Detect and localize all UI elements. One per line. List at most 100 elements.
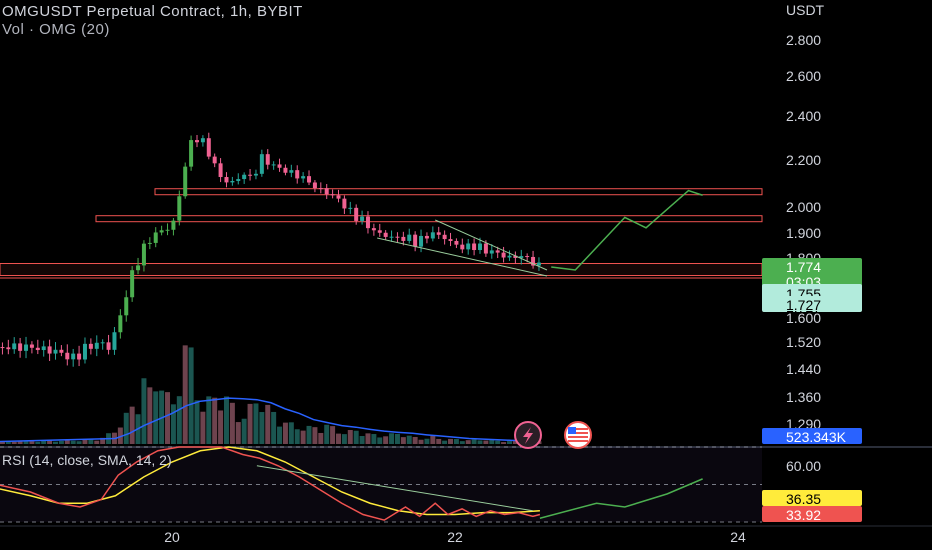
candle-body xyxy=(47,346,52,354)
volume-bar xyxy=(282,422,288,444)
candle-body xyxy=(18,343,23,351)
volume-bar xyxy=(147,387,153,444)
volume-bar xyxy=(377,437,383,444)
volume-bar xyxy=(288,422,294,444)
volume-bar xyxy=(495,440,501,444)
rsi-divergence-line xyxy=(256,465,533,512)
price-tick-label: 2.200 xyxy=(786,152,821,168)
candle-body xyxy=(177,196,182,221)
us-flag-stripe xyxy=(568,432,588,434)
candle-body xyxy=(324,188,329,195)
volume-bar xyxy=(94,440,100,444)
candle-body xyxy=(507,255,512,258)
last-price-tag-text: 1.774 xyxy=(786,259,821,275)
candle-body xyxy=(336,195,341,199)
volume-bar xyxy=(389,433,395,444)
price-tag-1727: 1.727 xyxy=(762,296,862,313)
candle-body xyxy=(171,220,176,230)
volume-bar xyxy=(253,403,259,444)
rsi-sma-tag: 36.35 xyxy=(762,490,862,507)
candle-body xyxy=(354,207,359,221)
candle-body xyxy=(71,353,76,360)
candle-body xyxy=(136,265,141,271)
candle-body xyxy=(348,207,353,209)
candle-body xyxy=(501,252,506,258)
volume-layer xyxy=(0,345,542,444)
candle-body xyxy=(59,349,64,353)
candle-body xyxy=(29,344,34,348)
candle-body xyxy=(88,343,93,349)
volume-bar xyxy=(47,440,53,444)
volume-bar xyxy=(277,426,283,444)
volume-bar xyxy=(35,441,41,444)
us-flag-stripe xyxy=(568,440,588,442)
volume-bar xyxy=(489,439,495,444)
us-flag-icon-circle xyxy=(564,421,592,449)
volume-ma-line xyxy=(0,397,540,443)
rsi-legend: RSI (14, close, SMA, 14, 2) xyxy=(2,452,172,468)
volume-bar xyxy=(353,430,359,444)
candle-body xyxy=(419,235,424,247)
time-tick-label: 20 xyxy=(164,529,180,545)
volume-bar xyxy=(418,439,424,444)
price-tick-label: 1.600 xyxy=(786,310,821,326)
volume-bar xyxy=(182,345,188,444)
volume-bar xyxy=(0,441,5,444)
volume-bar xyxy=(17,441,23,444)
candle-body xyxy=(82,343,87,360)
volume-tag-bg xyxy=(762,428,862,444)
candle-body xyxy=(472,243,477,251)
volume-bar xyxy=(430,435,436,444)
candle-body xyxy=(536,262,541,266)
price-tick-label: 2.400 xyxy=(786,108,821,124)
candle-body xyxy=(236,179,241,181)
candle-body xyxy=(77,353,82,360)
volume-bar xyxy=(501,442,507,444)
candle-body xyxy=(283,167,288,173)
volume-bar xyxy=(241,418,247,444)
volume-bar xyxy=(88,439,94,444)
time-tick-label: 22 xyxy=(447,529,463,545)
candle-body xyxy=(383,232,388,237)
volume-bar xyxy=(506,441,512,444)
icons-layer xyxy=(514,421,592,449)
us-flag-stripe xyxy=(568,436,588,438)
candle-body xyxy=(442,234,447,240)
candle-body xyxy=(100,342,105,344)
volume-tag-text: 523.343K xyxy=(786,429,847,445)
wedge-upper-line xyxy=(434,219,548,271)
volume-bar xyxy=(76,441,82,444)
candle-body xyxy=(389,236,394,238)
volume-bar xyxy=(453,439,459,444)
volume-bar xyxy=(459,441,465,444)
candle-body xyxy=(519,256,524,258)
candle-body xyxy=(454,240,459,245)
candle-body xyxy=(141,243,146,266)
candle-body xyxy=(230,180,235,183)
candle-body xyxy=(371,228,376,231)
volume-tag: 523.343K xyxy=(762,428,862,445)
chart-title: OMGUSDT Perpetual Contract, 1h, BYBIT xyxy=(2,3,303,20)
price-tick-label: 1.520 xyxy=(786,334,821,350)
candle-body xyxy=(360,216,365,221)
candle-body xyxy=(531,256,536,266)
candle-body xyxy=(289,170,294,173)
candle-body xyxy=(253,173,258,176)
volume-bar xyxy=(306,425,312,444)
candle-body xyxy=(448,239,453,241)
candle-body xyxy=(477,243,482,251)
volume-bar xyxy=(5,440,11,444)
price-tick-label: 2.600 xyxy=(786,68,821,84)
volume-bar xyxy=(294,429,300,444)
volume-bar xyxy=(170,404,176,444)
volume-bar xyxy=(23,440,29,444)
candle-body xyxy=(0,347,5,349)
volume-bar xyxy=(324,424,330,444)
price-projection-path xyxy=(551,189,703,271)
volume-bar xyxy=(347,430,353,444)
candle-body xyxy=(218,163,223,178)
price-tag-1727-bg xyxy=(762,296,862,311)
lightning-icon-glyph xyxy=(523,427,533,444)
